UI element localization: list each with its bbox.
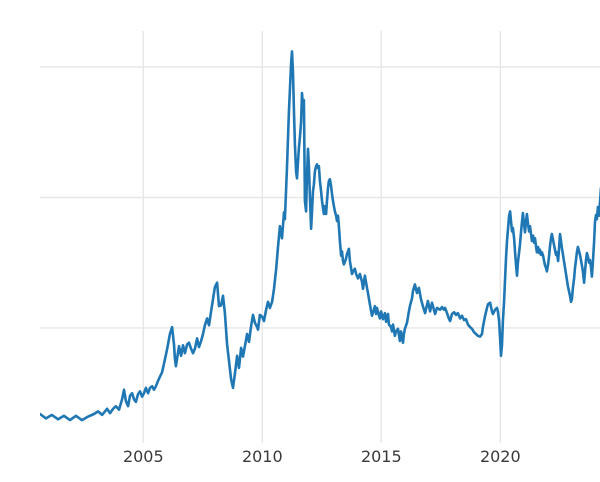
chart-canvas: 2005 2010 2015 2020 xyxy=(40,31,600,466)
price-line-chart: 2005 2010 2015 2020 xyxy=(40,16,600,466)
price-line xyxy=(40,50,600,422)
